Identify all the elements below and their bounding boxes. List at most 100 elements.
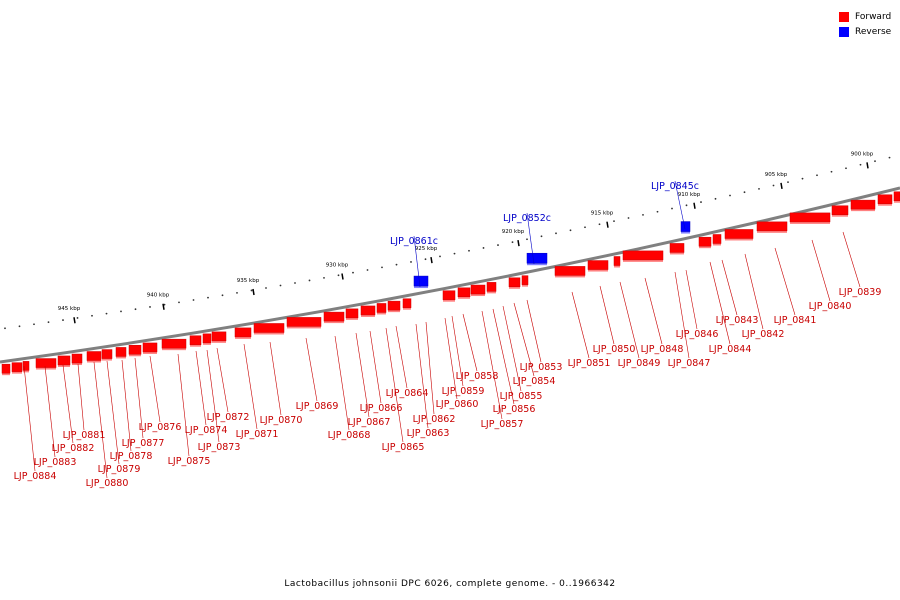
- gene-label: LJP_0883: [34, 457, 77, 468]
- scale-dot: [134, 308, 137, 311]
- scale-dot: [352, 271, 354, 274]
- gene-label: LJP_0846: [676, 329, 719, 340]
- forward-gene: [724, 229, 754, 239]
- leader-line: [415, 323, 429, 429]
- scale-dot: [685, 204, 688, 207]
- scale-tick: [606, 221, 609, 228]
- scale-dot: [178, 301, 180, 304]
- scale-dot: [613, 220, 615, 223]
- leader-line: [305, 337, 318, 402]
- forward-gene: [286, 317, 322, 327]
- scale-tick: [866, 162, 869, 169]
- leader-line: [492, 308, 515, 405]
- forward-gene: [161, 338, 187, 349]
- scale-tick: [780, 182, 783, 190]
- gene-label: LJP_0871: [236, 429, 279, 440]
- gene-label: LJP_0876: [139, 422, 182, 433]
- gene-label: LJP_0870: [260, 415, 303, 426]
- forward-gene: [442, 290, 456, 300]
- gene-label: LJP_0856: [493, 404, 536, 415]
- legend-item-forward[interactable]: Forward: [839, 9, 891, 24]
- gene-label: LJP_0877: [122, 438, 165, 449]
- scale-dot: [801, 177, 804, 180]
- forward-gene: [234, 327, 252, 338]
- scale-dot: [105, 312, 108, 315]
- scale-dot: [149, 306, 151, 308]
- legend: Forward Reverse: [839, 9, 891, 39]
- scale-tick: [693, 202, 696, 209]
- reverse-gene: [413, 275, 429, 287]
- scale-dot: [540, 235, 543, 238]
- gene-label: LJP_0847: [668, 358, 711, 369]
- leader-line: [243, 343, 258, 430]
- gene-label: LJP_0866: [360, 403, 403, 414]
- scale-dot: [526, 238, 528, 241]
- scale-tick: [162, 303, 165, 310]
- scale-dot: [700, 201, 702, 203]
- scale-dot: [250, 289, 253, 292]
- forward-gene: [698, 236, 712, 247]
- scale-dot: [627, 217, 630, 219]
- gene-label: LJP_0852c: [503, 213, 551, 224]
- gene-label: LJP_0843: [716, 315, 759, 326]
- forward-gene: [521, 275, 529, 285]
- scale-dot: [323, 276, 325, 279]
- reverse-swatch: [839, 26, 849, 37]
- scale-dot: [482, 247, 485, 249]
- legend-label-reverse: Reverse: [855, 26, 892, 37]
- scale-dot: [758, 187, 760, 190]
- gene-label: LJP_0880: [86, 478, 129, 489]
- scale-dot: [366, 269, 369, 271]
- gene-labels: LJP_0845c LJP_0852c LJP_0861c LJP_0839 LJP_0…: [14, 180, 881, 489]
- leader-line: [395, 325, 408, 389]
- gene-label: LJP_0875: [168, 456, 211, 467]
- forward-gene: [850, 199, 876, 210]
- forward-gene: [877, 194, 893, 204]
- gene-label: LJP_0882: [52, 443, 95, 454]
- scale-dot: [221, 294, 224, 297]
- gene-label: LJP_0840: [809, 301, 852, 312]
- gene-label: LJP_0855: [500, 391, 543, 402]
- scale-dot: [62, 319, 64, 321]
- scale-dot: [714, 197, 717, 200]
- leader-line: [744, 253, 764, 330]
- leader-line: [502, 305, 522, 392]
- forward-gene: [587, 260, 609, 270]
- forward-gene: [22, 361, 30, 371]
- scale-label: 915 kbp: [591, 211, 614, 217]
- forward-gene: [71, 353, 83, 364]
- legend-item-reverse[interactable]: Reverse: [839, 24, 891, 39]
- scale-dot: [236, 291, 238, 294]
- leader-line: [709, 261, 731, 345]
- leader-line: [93, 361, 108, 479]
- leader-line: [842, 231, 861, 288]
- gene-label: LJP_0858: [456, 371, 499, 382]
- leader-line: [216, 347, 229, 413]
- scale-label: 905 kbp: [765, 172, 788, 178]
- forward-gene: [789, 212, 831, 223]
- gene-label: LJP_0867: [348, 417, 391, 428]
- scale-dot: [555, 232, 557, 235]
- leader-line: [599, 285, 615, 345]
- forward-gene: [712, 234, 722, 244]
- scale-dot: [337, 274, 340, 277]
- gene-label: LJP_0878: [110, 451, 153, 462]
- gene-label: LJP_0868: [328, 430, 371, 441]
- leader-line: [334, 335, 350, 431]
- map-caption: Lactobacillus johnsonii DPC 6026, comple…: [284, 579, 616, 589]
- gene-label: LJP_0842: [742, 329, 785, 340]
- leader-line: [462, 313, 478, 372]
- leader-line: [451, 315, 464, 387]
- scale-dot: [381, 266, 383, 269]
- scale-dot: [859, 163, 862, 166]
- forward-gene: [756, 221, 788, 232]
- gene-label: LJP_0864: [386, 388, 429, 399]
- forward-gene: [189, 335, 202, 345]
- forward-gene: [101, 349, 113, 359]
- scale-dot: [207, 296, 209, 299]
- gene-label: LJP_0863: [407, 428, 450, 439]
- scale-dot: [279, 284, 282, 287]
- scale-tick: [341, 273, 344, 280]
- leader-line: [44, 365, 56, 458]
- reverse-gene: [680, 221, 691, 232]
